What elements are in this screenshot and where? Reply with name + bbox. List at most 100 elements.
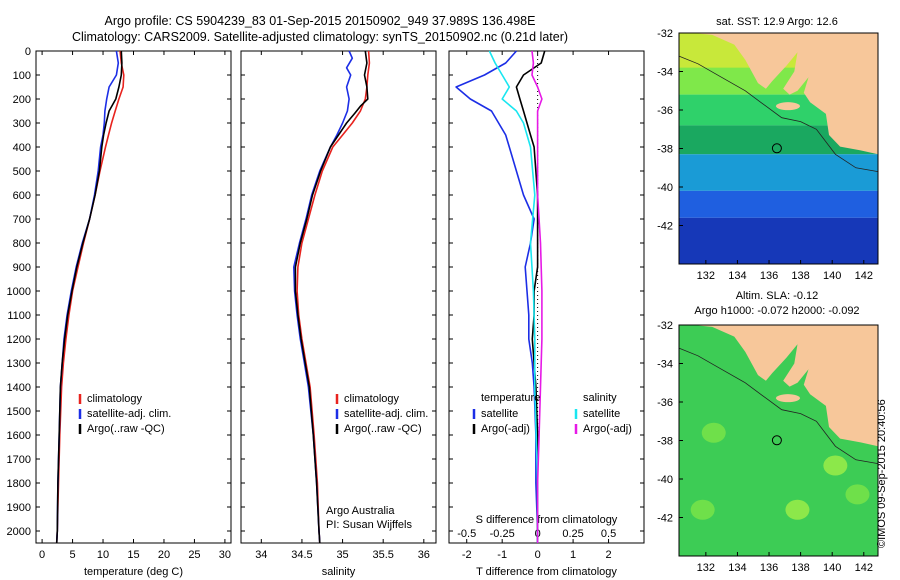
x-tick-label: 0 — [535, 549, 541, 561]
difference-legend-entry: satellite — [583, 408, 620, 420]
imos-timestamp: ©IMOS 09-Sep-2015 20:40:56 — [876, 399, 888, 548]
difference-line-3 — [531, 50, 543, 543]
map-x-tick-label: 142 — [855, 270, 873, 282]
s-tick-label: 0.25 — [562, 528, 583, 540]
s-tick-label: 0.5 — [601, 528, 616, 540]
legend-header-salinity: salinity — [583, 392, 617, 404]
temperature-legend-entry: satellite-adj. clim. — [87, 408, 171, 420]
map-y-tick-label: -40 — [657, 182, 673, 194]
map-y-tick-label: -38 — [657, 144, 673, 156]
x-tick-label: 5 — [70, 549, 76, 561]
depth-tick-label: 700 — [13, 214, 31, 226]
plot-title-line2: Climatology: CARS2009. Satellite-adjuste… — [71, 30, 569, 44]
s-tick-label: -0.25 — [490, 528, 515, 540]
x-tick-label: 15 — [127, 549, 139, 561]
depth-tick-label: 800 — [13, 238, 31, 250]
map-x-tick-label: 136 — [760, 270, 778, 282]
map-x-tick-label: 132 — [697, 270, 715, 282]
x-tick-label: 36 — [418, 549, 430, 561]
x-tick-label: 2 — [605, 549, 611, 561]
x-tick-label: -2 — [462, 549, 472, 561]
depth-tick-label: 1700 — [7, 454, 31, 466]
depth-tick-label: 900 — [13, 262, 31, 274]
plot-title-line1: Argo profile: CS 5904239_83 01-Sep-2015 … — [104, 14, 536, 28]
salinity-annotation: Argo Australia — [326, 505, 395, 517]
depth-tick-label: 1600 — [7, 430, 31, 442]
depth-tick-label: 1000 — [7, 286, 31, 298]
map-y-tick-label: -42 — [657, 221, 673, 233]
depth-tick-label: 1100 — [7, 310, 31, 322]
temperature-line-climatology — [55, 50, 125, 544]
x-tick-label: -1 — [497, 549, 507, 561]
x-tick-label: 20 — [158, 549, 170, 561]
salinity-legend-entry: Argo(..raw -QC) — [344, 423, 422, 435]
difference-line-0 — [455, 50, 539, 543]
x-tick-label: 1 — [570, 549, 576, 561]
map-y-tick-label: -38 — [657, 436, 673, 448]
sla-blob — [690, 499, 715, 520]
map-y-tick-label: -34 — [657, 359, 673, 371]
salinity-legend-entry: climatology — [344, 393, 400, 405]
salinity-line-satellite — [293, 50, 354, 544]
legend-header-temperature: temperature — [481, 392, 540, 404]
x-axis-label: temperature (deg C) — [84, 566, 183, 578]
map-y-tick-label: -34 — [657, 67, 673, 79]
depth-tick-label: 600 — [13, 190, 31, 202]
sla-blob — [785, 499, 810, 520]
depth-tick-label: 1200 — [7, 334, 31, 346]
temperature-line-satellite — [55, 50, 120, 544]
salinity-annotation: PI: Susan Wijffels — [326, 519, 412, 531]
depth-tick-label: 0 — [25, 46, 31, 58]
map2-title: Altim. SLA: -0.12 — [735, 290, 819, 302]
x-tick-label: 10 — [97, 549, 109, 561]
map-x-tick-label: 136 — [760, 562, 778, 574]
depth-tick-label: 1500 — [7, 406, 31, 418]
salinity-line-argo — [294, 50, 369, 544]
map-x-tick-label: 142 — [855, 562, 873, 574]
argo-float-marker — [771, 435, 782, 446]
depth-tick-label: 1400 — [7, 382, 31, 394]
map-y-tick-label: -36 — [657, 105, 673, 117]
map-x-tick-label: 134 — [728, 270, 746, 282]
argo-float-marker — [771, 143, 782, 154]
map-x-tick-label: 134 — [728, 562, 746, 574]
temperature-legend-entry: climatology — [87, 393, 143, 405]
sst-band — [679, 217, 878, 264]
difference-line-2 — [488, 50, 539, 543]
map-y-tick-label: -32 — [657, 320, 673, 332]
difference-line-1 — [515, 50, 546, 543]
map1-title: sat. SST: 12.9 Argo: 12.6 — [716, 16, 838, 28]
sla-blob — [823, 455, 848, 476]
sla-blob — [845, 484, 870, 505]
difference-legend-entry: Argo(-adj) — [583, 423, 632, 435]
land-mass — [679, 325, 878, 447]
map-y-tick-label: -32 — [657, 28, 673, 40]
map-x-tick-label: 138 — [791, 562, 809, 574]
s-axis-label: S difference from climatology — [476, 514, 618, 526]
sla-blob — [701, 422, 726, 443]
x-tick-label: 30 — [219, 549, 231, 561]
temperature-line-argo — [55, 50, 123, 544]
x-tick-label: 35.5 — [372, 549, 393, 561]
depth-tick-label: 1800 — [7, 478, 31, 490]
map-y-tick-label: -40 — [657, 474, 673, 486]
x-axis-label: T difference from climatology — [476, 566, 617, 578]
difference-legend-entry: Argo(-adj) — [481, 423, 530, 435]
shelf-contour — [678, 55, 879, 172]
map-x-tick-label: 140 — [823, 562, 841, 574]
panel-frame-3 — [448, 50, 645, 544]
x-tick-label: 0 — [39, 549, 45, 561]
map-y-tick-label: -36 — [657, 397, 673, 409]
kangaroo-island — [775, 394, 800, 403]
x-tick-label: 34 — [255, 549, 267, 561]
sst-band — [679, 154, 878, 191]
depth-tick-label: 200 — [13, 94, 31, 106]
depth-tick-label: 100 — [13, 70, 31, 82]
temperature-legend-entry: Argo(..raw -QC) — [87, 423, 165, 435]
x-tick-label: 35 — [336, 549, 348, 561]
panel-frame-1 — [35, 50, 232, 544]
depth-tick-label: 300 — [13, 118, 31, 130]
kangaroo-island — [775, 102, 800, 111]
depth-tick-label: 400 — [13, 142, 31, 154]
